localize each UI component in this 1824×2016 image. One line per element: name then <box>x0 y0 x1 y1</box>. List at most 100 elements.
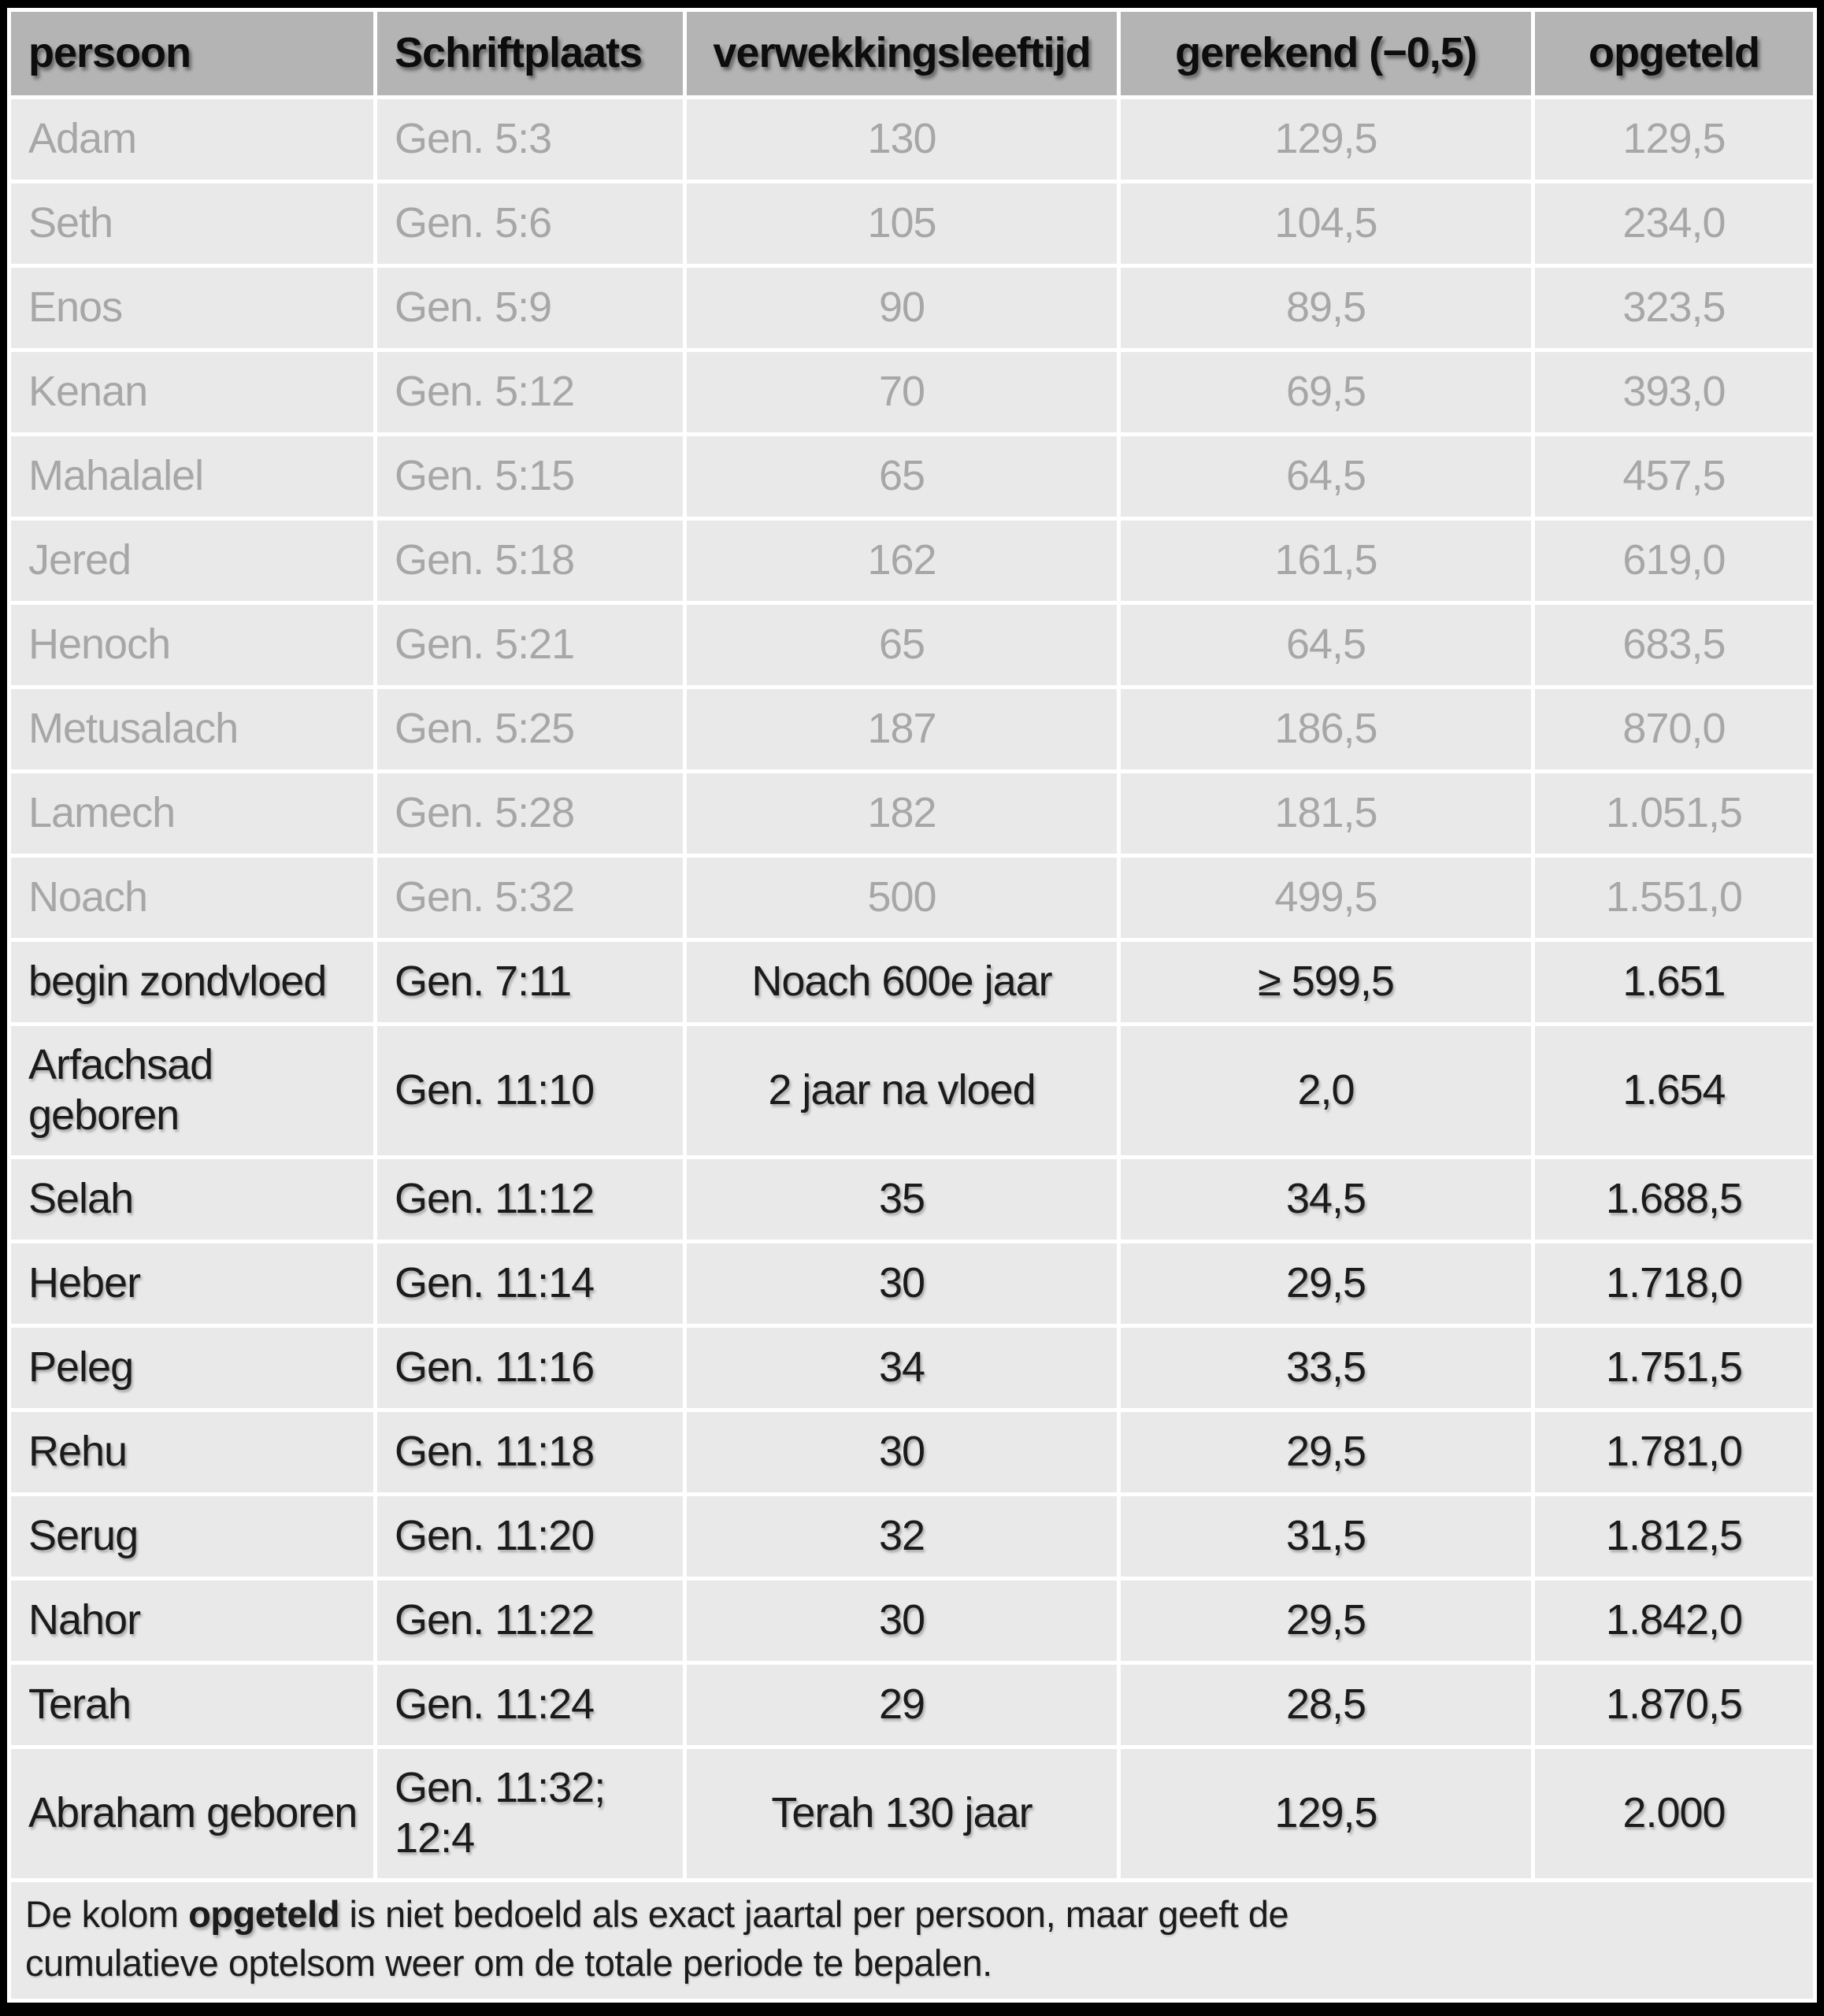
cell-persoon: Seth <box>11 183 373 264</box>
cell-leeftijd: 105 <box>687 183 1117 264</box>
cell-leeftijd: 32 <box>687 1496 1117 1577</box>
table-row: Adam Gen. 5:3 130 129,5 129,5 <box>11 99 1813 180</box>
cell-opgeteld: 1.812,5 <box>1535 1496 1813 1577</box>
footnote-text: De kolom <box>25 1893 189 1935</box>
table-row: Terah Gen. 11:24 29 28,5 1.870,5 <box>11 1665 1813 1745</box>
cell-opgeteld: 619,0 <box>1535 521 1813 601</box>
cell-schriftplaats: Gen. 11:14 <box>377 1243 683 1324</box>
cell-schriftplaats: Gen. 5:18 <box>377 521 683 601</box>
cell-gerekend: 64,5 <box>1121 436 1531 517</box>
table-row: Mahalalel Gen. 5:15 65 64,5 457,5 <box>11 436 1813 517</box>
cell-schriftplaats: Gen. 5:28 <box>377 773 683 854</box>
cell-gerekend: 29,5 <box>1121 1412 1531 1492</box>
cell-gerekend: 29,5 <box>1121 1581 1531 1661</box>
cell-leeftijd: 182 <box>687 773 1117 854</box>
cell-gerekend: 33,5 <box>1121 1328 1531 1408</box>
table-row: Heber Gen. 11:14 30 29,5 1.718,0 <box>11 1243 1813 1324</box>
table-row: Abraham geboren Gen. 11:32; 12:4 Terah 1… <box>11 1749 1813 1878</box>
cell-opgeteld: 457,5 <box>1535 436 1813 517</box>
cell-persoon: Selah <box>11 1159 373 1240</box>
table-row: begin zondvloed Gen. 7:11 Noach 600e jaa… <box>11 942 1813 1022</box>
table-row: Nahor Gen. 11:22 30 29,5 1.842,0 <box>11 1581 1813 1661</box>
column-header-opgeteld: opgeteld <box>1535 12 1813 95</box>
cell-persoon: Adam <box>11 99 373 180</box>
cell-schriftplaats: Gen. 11:20 <box>377 1496 683 1577</box>
table-row: Jered Gen. 5:18 162 161,5 619,0 <box>11 521 1813 601</box>
cell-leeftijd: 130 <box>687 99 1117 180</box>
cell-opgeteld: 1.842,0 <box>1535 1581 1813 1661</box>
cell-gerekend: 28,5 <box>1121 1665 1531 1745</box>
cell-schriftplaats: Gen. 5:21 <box>377 605 683 685</box>
cell-persoon: Abraham geboren <box>11 1749 373 1878</box>
cell-leeftijd: 29 <box>687 1665 1117 1745</box>
cell-gerekend: 181,5 <box>1121 773 1531 854</box>
cell-schriftplaats: Gen. 5:3 <box>377 99 683 180</box>
cell-opgeteld: 1.051,5 <box>1535 773 1813 854</box>
cell-gerekend: 129,5 <box>1121 99 1531 180</box>
column-header-verwekkingsleeftijd: verwekkingsleeftijd <box>687 12 1117 95</box>
cell-schriftplaats: Gen. 5:6 <box>377 183 683 264</box>
cell-opgeteld: 2.000 <box>1535 1749 1813 1878</box>
cell-persoon: Kenan <box>11 352 373 432</box>
cell-leeftijd: 30 <box>687 1243 1117 1324</box>
column-header-gerekend: gerekend (−0,5) <box>1121 12 1531 95</box>
table-row: Enos Gen. 5:9 90 89,5 323,5 <box>11 268 1813 348</box>
cell-persoon: Lamech <box>11 773 373 854</box>
cell-leeftijd: 162 <box>687 521 1117 601</box>
cell-schriftplaats: Gen. 11:12 <box>377 1159 683 1240</box>
slide-frame: persoon Schriftplaats verwekkingsleeftij… <box>7 8 1817 2003</box>
cell-persoon: Noach <box>11 858 373 938</box>
cell-schriftplaats: Gen. 5:32 <box>377 858 683 938</box>
cell-gerekend: 64,5 <box>1121 605 1531 685</box>
cell-leeftijd: 90 <box>687 268 1117 348</box>
cell-gerekend: 69,5 <box>1121 352 1531 432</box>
cell-persoon: Arfachsad geboren <box>11 1026 373 1155</box>
cell-leeftijd: 187 <box>687 689 1117 769</box>
cell-persoon: Enos <box>11 268 373 348</box>
cell-opgeteld: 1.551,0 <box>1535 858 1813 938</box>
cell-leeftijd: 30 <box>687 1412 1117 1492</box>
table-row: Serug Gen. 11:20 32 31,5 1.812,5 <box>11 1496 1813 1577</box>
cell-schriftplaats: Gen. 5:25 <box>377 689 683 769</box>
cell-persoon: Metusalach <box>11 689 373 769</box>
cell-opgeteld: 1.781,0 <box>1535 1412 1813 1492</box>
table-row: Lamech Gen. 5:28 182 181,5 1.051,5 <box>11 773 1813 854</box>
cell-gerekend: 499,5 <box>1121 858 1531 938</box>
genealogy-table: persoon Schriftplaats verwekkingsleeftij… <box>7 8 1817 2003</box>
footnote-row: De kolom opgeteld is niet bedoeld als ex… <box>11 1882 1813 1999</box>
header-row: persoon Schriftplaats verwekkingsleeftij… <box>11 12 1813 95</box>
cell-persoon: Serug <box>11 1496 373 1577</box>
cell-leeftijd: Noach 600e jaar <box>687 942 1117 1022</box>
table-row: Seth Gen. 5:6 105 104,5 234,0 <box>11 183 1813 264</box>
table-row: Henoch Gen. 5:21 65 64,5 683,5 <box>11 605 1813 685</box>
cell-gerekend: ≥ 599,5 <box>1121 942 1531 1022</box>
cell-opgeteld: 1.718,0 <box>1535 1243 1813 1324</box>
cell-persoon: begin zondvloed <box>11 942 373 1022</box>
cell-persoon: Nahor <box>11 1581 373 1661</box>
table-row: Peleg Gen. 11:16 34 33,5 1.751,5 <box>11 1328 1813 1408</box>
cell-schriftplaats: Gen. 7:11 <box>377 942 683 1022</box>
cell-opgeteld: 393,0 <box>1535 352 1813 432</box>
cell-opgeteld: 1.688,5 <box>1535 1159 1813 1240</box>
table-row: Rehu Gen. 11:18 30 29,5 1.781,0 <box>11 1412 1813 1492</box>
cell-opgeteld: 1.651 <box>1535 942 1813 1022</box>
column-header-schriftplaats: Schriftplaats <box>377 12 683 95</box>
cell-persoon: Rehu <box>11 1412 373 1492</box>
cell-opgeteld: 323,5 <box>1535 268 1813 348</box>
cell-opgeteld: 1.654 <box>1535 1026 1813 1155</box>
cell-persoon: Jered <box>11 521 373 601</box>
cell-leeftijd: 34 <box>687 1328 1117 1408</box>
table-row: Kenan Gen. 5:12 70 69,5 393,0 <box>11 352 1813 432</box>
footnote-text: cumulatieve optelsom weer om de totale p… <box>25 1942 992 1984</box>
cell-leeftijd: 500 <box>687 858 1117 938</box>
cell-persoon: Terah <box>11 1665 373 1745</box>
cell-leeftijd: 65 <box>687 436 1117 517</box>
cell-leeftijd: 65 <box>687 605 1117 685</box>
cell-gerekend: 89,5 <box>1121 268 1531 348</box>
cell-gerekend: 186,5 <box>1121 689 1531 769</box>
cell-gerekend: 2,0 <box>1121 1026 1531 1155</box>
cell-schriftplaats: Gen. 5:12 <box>377 352 683 432</box>
column-header-persoon: persoon <box>11 12 373 95</box>
cell-schriftplaats: Gen. 11:32; 12:4 <box>377 1749 683 1878</box>
cell-leeftijd: Terah 130 jaar <box>687 1749 1117 1878</box>
